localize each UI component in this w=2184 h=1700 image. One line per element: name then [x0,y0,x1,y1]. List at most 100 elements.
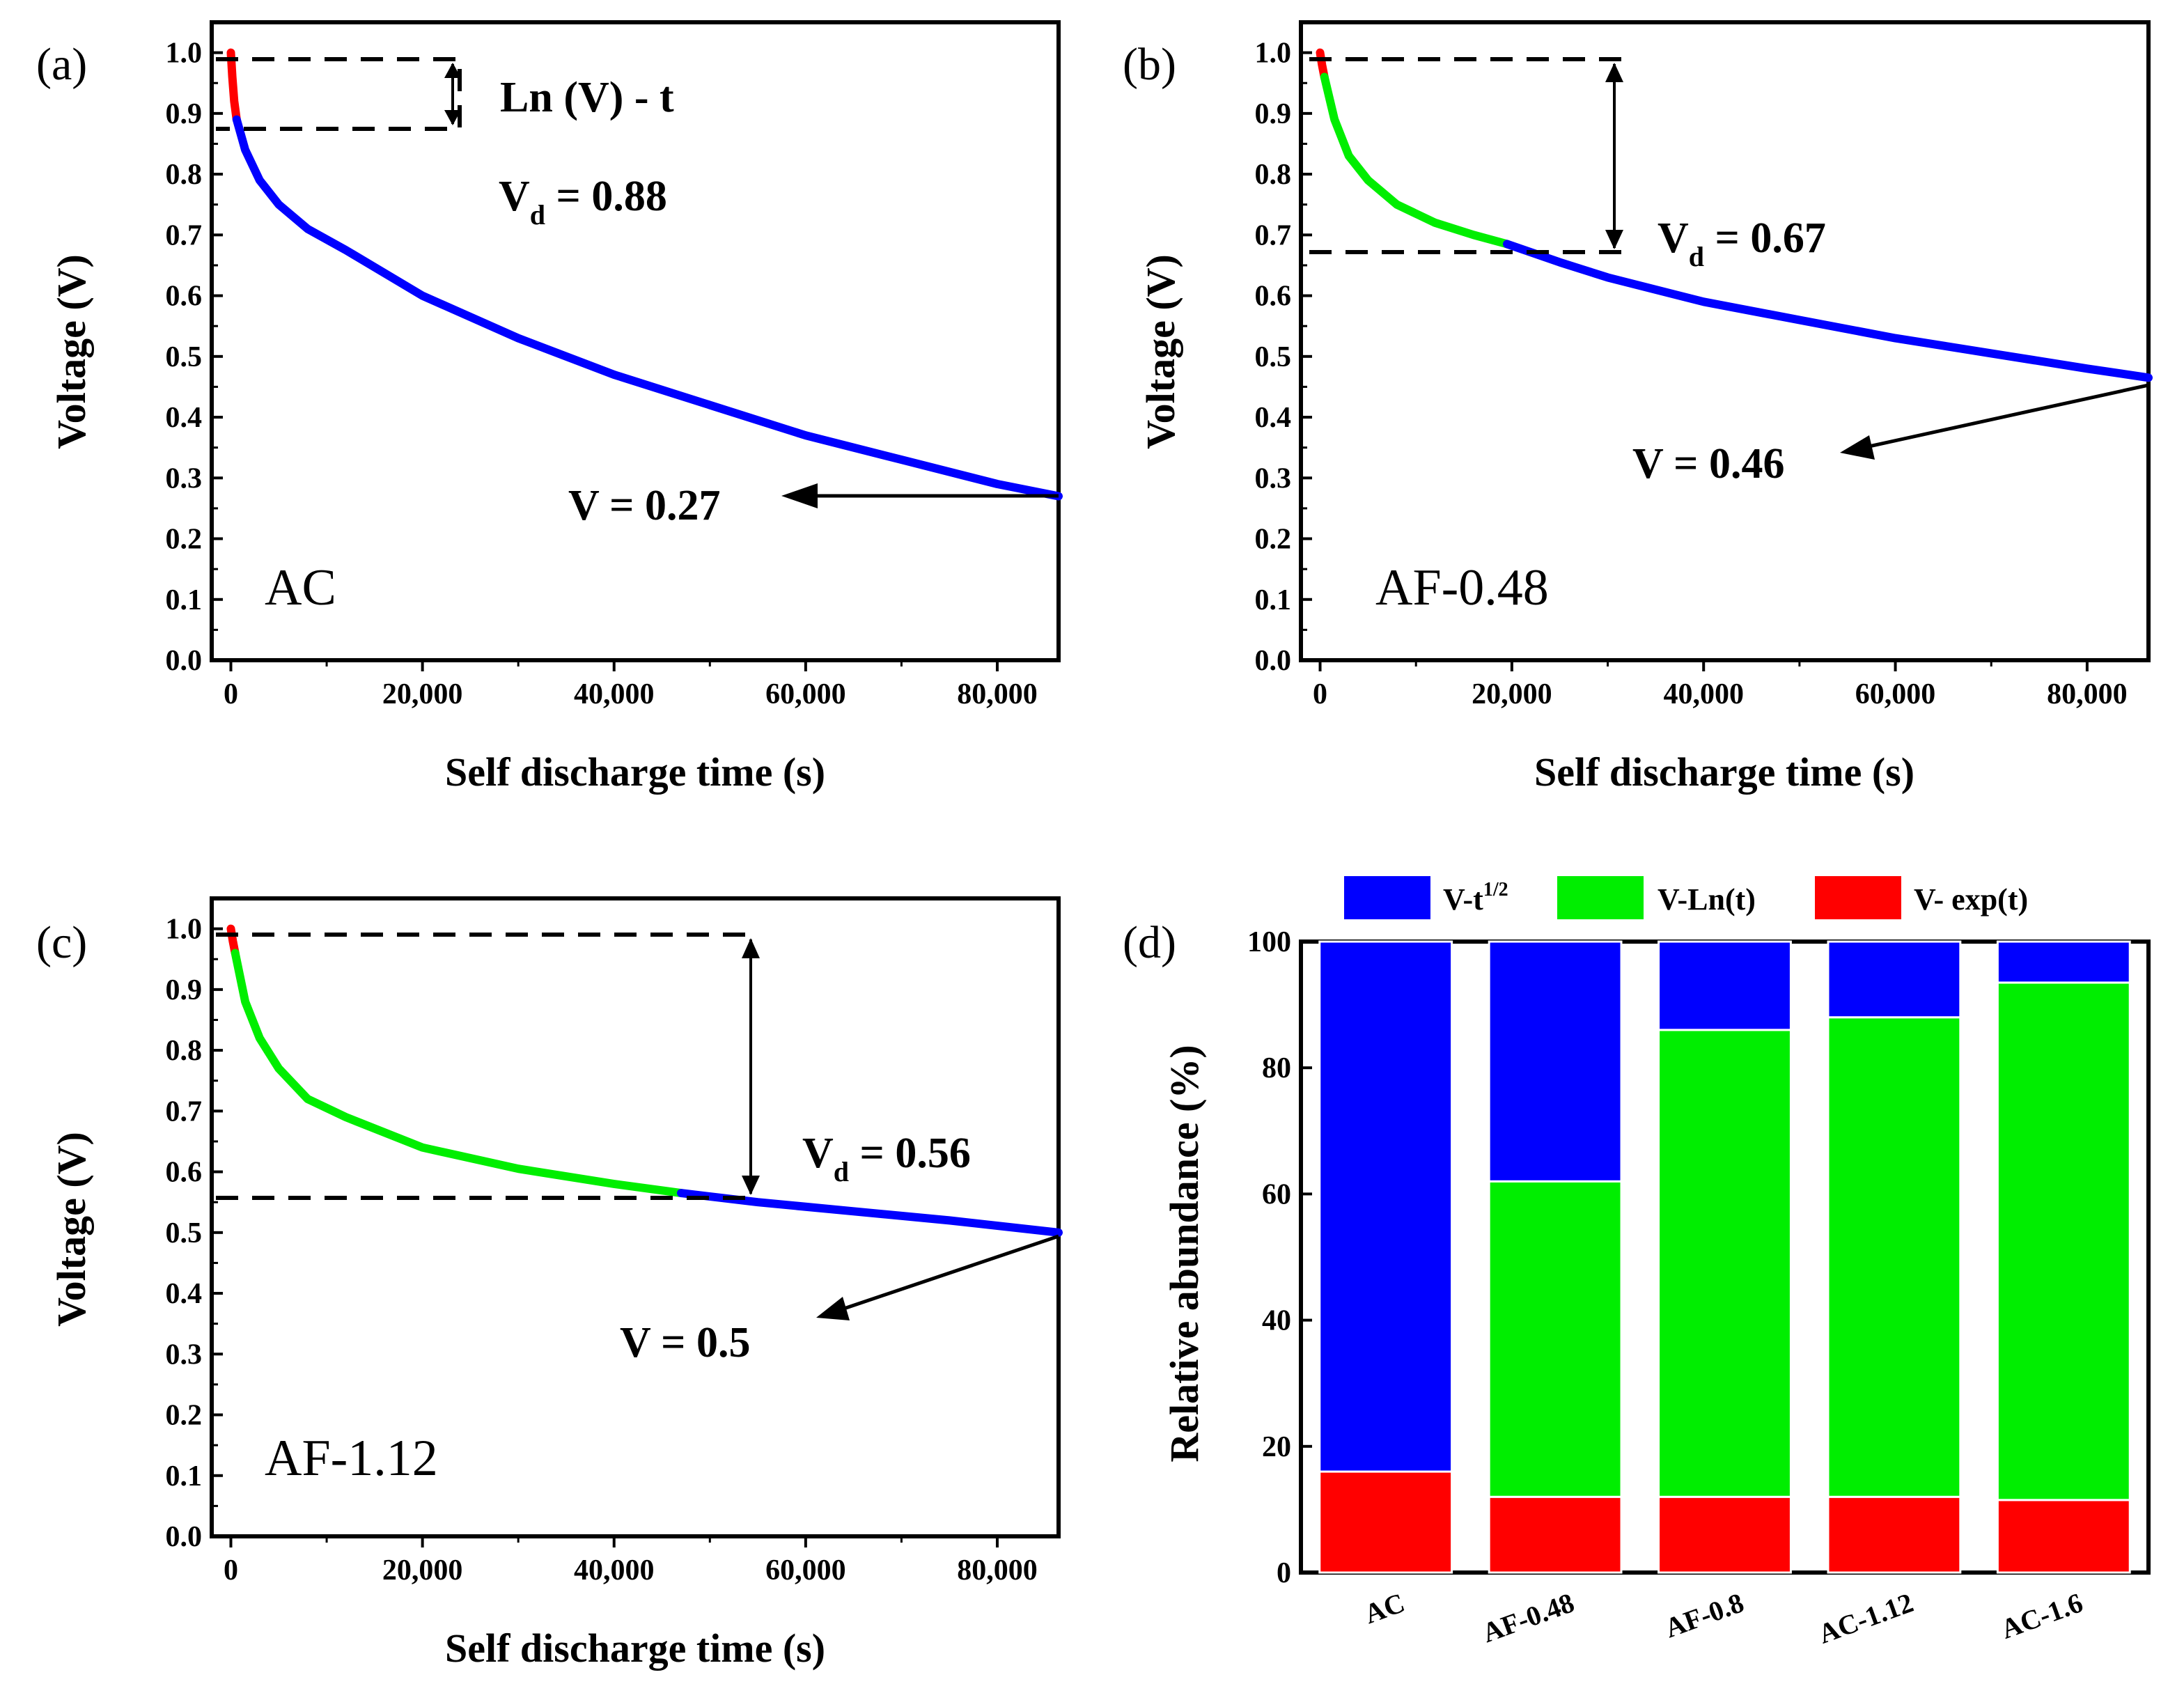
arrow-head [1840,435,1875,460]
y-tick-label: 20 [1262,1431,1291,1463]
plot-lines [226,924,1063,1237]
plot-frame [210,20,1061,662]
end-voltage-label: V = 0.5 [620,1319,750,1366]
bar-segment-v-exp-t- [1488,1495,1623,1574]
y-tick-label: 0.6 [166,1157,203,1189]
legend-label-v-exp: V- exp(t) [1914,882,2028,917]
plot-area: 0.0 0.1 0.2 0.3 0.4 0.5 0.6 0.7 0.8 0.9 1.0 0 20,000… [166,20,1061,710]
y-tick-label: 0 [1277,1557,1291,1589]
arrow-head [444,63,461,78]
vd-label: Vd = 0.88 [499,173,667,231]
plot-area: 0.0 0.1 0.2 0.3 0.4 0.5 0.6 0.7 0.8 0.9 1.0 0 20,000… [1255,20,2151,710]
x-tick-label: 80,000 [957,678,1038,710]
x-tick-label: 60,000 [765,678,846,710]
bar-segment-v-ln-t- [1996,981,2131,1502]
sample-label: AF-0.48 [1375,559,1549,616]
dashed-box [216,57,462,131]
arrow-head [742,938,760,958]
y-tick-label: 0.7 [166,1095,203,1128]
x-tick-label: 40,000 [574,1554,655,1586]
y-tick-label: 0.8 [166,159,203,191]
bar-segment-v-t1-2 [1318,940,1453,1473]
y-tick-label: 0.1 [166,1460,203,1492]
x-tick-label: 80,000 [957,1554,1038,1586]
y-tick-label: 0.1 [166,584,203,616]
plot-lines [226,48,1063,501]
y-tick-label: 40 [1262,1305,1291,1337]
x-axis-label: Self discharge time (s) [445,749,825,795]
x-tick-label: 60,000 [765,1554,846,1586]
panel-label: (d) [1123,917,1176,968]
bar-segment-v-t1-2 [1658,940,1792,1031]
panel-label: (b) [1123,39,1176,90]
end-voltage-label: V = 0.27 [568,482,720,529]
panel-label: (a) [36,39,87,90]
arrow-head [816,1297,850,1320]
y-tick-label: 0.0 [166,645,203,677]
x-tick-label: 0 [1313,678,1327,710]
arrow-head [444,110,461,125]
category-label: AF-0.48 [1478,1586,1578,1648]
bar-segment-v-t1-2 [1996,940,2131,984]
sample-label: AF-1.12 [265,1430,438,1487]
bar-segment-v-ln-t- [1827,1016,1962,1498]
plot-frame [210,896,1061,1538]
panel-b: (b) 0.0 0.1 0.2 0.3 0.4 0.5 0.6 0.7 0.8 0.9 1.0 0 20… [1123,20,2153,795]
y-tick-label: 0.5 [166,341,203,373]
panel-d: (d) V-t1/2 V-Ln(t) V- exp(t) AC AF-0.48 AF… [1123,876,2151,1650]
y-tick-label: 0.5 [166,1217,203,1249]
arrow-head [1605,63,1623,82]
legend-label-v-ln: V-Ln(t) [1658,882,1756,917]
y-tick-label: 0.0 [1255,645,1292,677]
bar-segment-v-ln-t- [1658,1029,1792,1498]
category-label: AC-1.6 [1997,1586,2086,1645]
y-tick-label: 0.8 [1255,159,1292,191]
y-tick-label: 0.7 [1255,219,1292,251]
y-tick-label: 0.4 [1255,402,1292,434]
x-tick-label: 20,000 [382,1554,463,1586]
category-label: AF-0.8 [1661,1586,1748,1644]
y-axis-label: Voltage (V) [49,1132,94,1327]
y-tick-label: 0.3 [1255,462,1292,494]
bar-segment-v-exp-t- [1658,1495,1792,1574]
arrow-head [781,483,818,508]
bar-segment-v-ln-t- [1488,1180,1623,1498]
panel-c: (c) 0.0 0.1 0.2 0.3 0.4 0.5 0.6 0.7 0.8 0.9 1.0 0 20… [36,896,1063,1671]
end-voltage-arrow [835,1234,1059,1313]
series-line-v-t1-2 [1503,240,2153,382]
legend-swatch-v-ln [1557,876,1644,919]
y-tick-label: 0.6 [1255,281,1292,313]
y-tick-label: 100 [1247,926,1291,958]
x-axis-label: Self discharge time (s) [445,1625,825,1671]
vd-label: Vd = 0.67 [1658,215,1826,272]
x-tick-label: 40,000 [574,678,655,710]
arrow-head [1605,230,1623,249]
category-label: AC [1360,1586,1409,1630]
end-voltage-arrow [1859,383,2149,451]
y-tick-label: 0.8 [166,1035,203,1067]
bar-segment-v-t1-2 [1488,940,1623,1183]
bar-segment-v-t1-2 [1827,940,1962,1019]
x-tick-label: 0 [224,1554,238,1586]
plot-area: 0.0 0.1 0.2 0.3 0.4 0.5 0.6 0.7 0.8 0.9 1.0 0 20,000… [166,896,1061,1586]
arrow-head [742,1176,760,1195]
y-tick-label: 0.3 [166,462,203,494]
y-tick-label: 0.5 [1255,341,1292,373]
x-tick-label: 80,000 [2047,678,2128,710]
x-tick-label: 20,000 [1472,678,1552,710]
legend-label-v-sqrt: V-t1/2 [1443,879,1508,917]
y-tick-label: 0.6 [166,281,203,313]
series-line-v-exp-t- [226,48,241,124]
series-line-v-ln-t- [1320,72,1511,249]
y-tick-label: 0.4 [166,402,203,434]
panel-label: (c) [36,917,87,968]
plot-frame [1299,20,2151,662]
y-tick-label: 80 [1262,1052,1291,1084]
y-tick-label: 0.2 [1255,524,1292,556]
y-axis-label: Voltage (V) [1138,254,1183,449]
y-tick-label: 0.4 [166,1278,203,1310]
x-tick-label: 60,000 [1855,678,1936,710]
y-tick-label: 0.9 [166,974,203,1006]
y-tick-label: 0.2 [166,1400,203,1432]
